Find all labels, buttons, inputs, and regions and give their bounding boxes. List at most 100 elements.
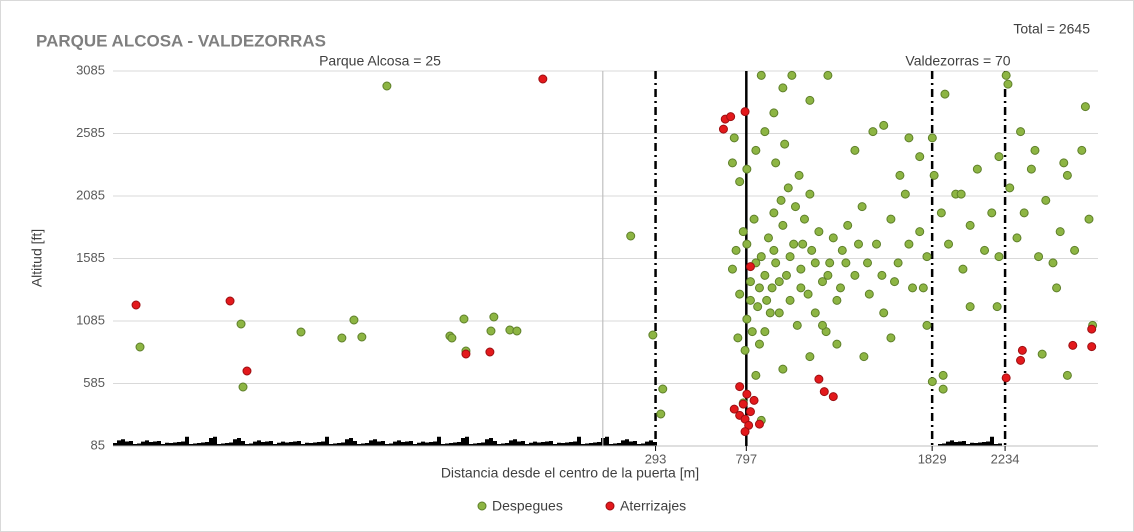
point (811, 309, 819, 317)
point (746, 408, 754, 416)
point (1002, 374, 1010, 382)
annotation: Valdezorras = 70 (905, 53, 1010, 69)
point (966, 303, 974, 311)
point (732, 246, 740, 254)
point (860, 353, 868, 361)
point (743, 165, 751, 173)
legend-marker (478, 502, 486, 510)
point (791, 203, 799, 211)
point (945, 240, 953, 248)
point (627, 232, 635, 240)
point (937, 209, 945, 217)
point (1060, 159, 1068, 167)
point (1020, 209, 1028, 217)
point (755, 420, 763, 428)
point (788, 71, 796, 79)
point (739, 400, 747, 408)
y-tick-label: 85 (91, 437, 105, 452)
point (752, 146, 760, 154)
point (487, 327, 495, 335)
y-axis-title: Altitud [ft] (29, 229, 45, 287)
point (806, 353, 814, 361)
point (243, 367, 251, 375)
point (988, 209, 996, 217)
point (808, 246, 816, 254)
point (448, 334, 456, 342)
point (781, 140, 789, 148)
x-tick-label: 293 (645, 451, 667, 466)
point (959, 265, 967, 273)
point (833, 340, 841, 348)
point (728, 265, 736, 273)
point (894, 259, 902, 267)
point (909, 284, 917, 292)
point (818, 321, 826, 329)
point (880, 309, 888, 317)
legend-label: Despegues (492, 498, 563, 514)
point (1038, 350, 1046, 358)
point (880, 121, 888, 129)
point (815, 228, 823, 236)
point (887, 215, 895, 223)
point (486, 348, 494, 356)
point (539, 75, 547, 83)
point (1053, 284, 1061, 292)
point (891, 278, 899, 286)
point (806, 190, 814, 198)
point (734, 334, 742, 342)
point (851, 146, 859, 154)
point (513, 327, 521, 335)
point (746, 296, 754, 304)
point (905, 134, 913, 142)
point (928, 134, 936, 142)
point (239, 383, 247, 391)
point (905, 240, 913, 248)
point (836, 284, 844, 292)
point (1018, 346, 1026, 354)
chart-title: PARQUE ALCOSA - VALDEZORRAS (36, 31, 326, 50)
point (799, 240, 807, 248)
point (858, 203, 866, 211)
point (1085, 215, 1093, 223)
y-tick-label: 585 (83, 375, 105, 390)
point (878, 271, 886, 279)
point (741, 428, 749, 436)
point (460, 315, 468, 323)
point (820, 388, 828, 396)
point (784, 184, 792, 192)
y-tick-label: 2585 (76, 125, 105, 140)
point (1006, 184, 1014, 192)
point (939, 371, 947, 379)
point (770, 209, 778, 217)
y-tick-label: 3085 (76, 62, 105, 77)
point (779, 221, 787, 229)
point (887, 334, 895, 342)
point (350, 316, 358, 324)
point (815, 375, 823, 383)
point (966, 221, 974, 229)
point (383, 82, 391, 90)
point (957, 190, 965, 198)
point (755, 284, 763, 292)
point (797, 265, 805, 273)
point (928, 378, 936, 386)
point (782, 271, 790, 279)
point (793, 321, 801, 329)
point (768, 284, 776, 292)
point (923, 321, 931, 329)
point (752, 371, 760, 379)
point (1027, 165, 1035, 173)
point (916, 228, 924, 236)
point (746, 263, 754, 271)
point (995, 153, 1003, 161)
point (790, 240, 798, 248)
point (1017, 356, 1025, 364)
page: {"chart_data": { "type": "scatter", "tit… (0, 0, 1134, 532)
point (743, 315, 751, 323)
point (490, 313, 498, 321)
point (829, 234, 837, 242)
point (736, 178, 744, 186)
point (657, 410, 665, 418)
legend-marker (606, 502, 614, 510)
point (826, 259, 834, 267)
